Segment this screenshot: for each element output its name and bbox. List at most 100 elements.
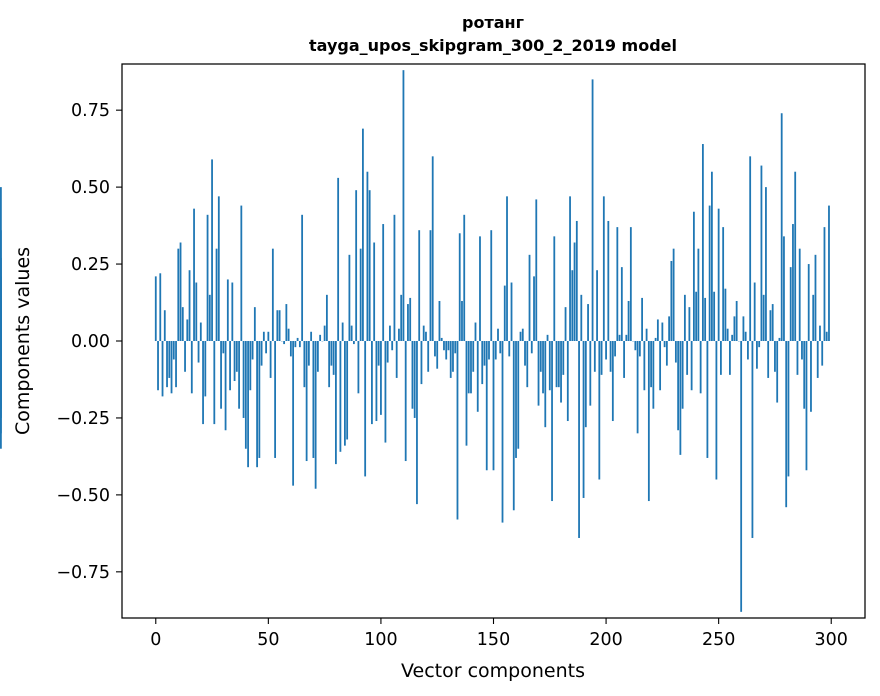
bar [253, 307, 256, 341]
bar [501, 341, 504, 523]
bar [0, 341, 2, 449]
bar [753, 282, 756, 341]
x-axis-ticks: 0 50 100 150 200 250 300 [150, 618, 848, 650]
y-tick-label: −0.75 [56, 563, 110, 583]
bar [472, 341, 475, 372]
bar [744, 331, 747, 341]
bar [508, 341, 511, 357]
bar [652, 341, 655, 409]
bar [301, 214, 304, 341]
bar [359, 248, 362, 341]
bar [474, 322, 477, 341]
bar [377, 341, 380, 366]
bar [674, 341, 677, 363]
bar [747, 341, 749, 360]
y-axis-label: Components values [12, 247, 34, 435]
bar [526, 341, 529, 388]
bar [695, 291, 698, 341]
bar [785, 341, 788, 508]
bar [154, 276, 157, 341]
bar [420, 341, 423, 385]
y-tick-label: 0.00 [71, 332, 110, 352]
bar [222, 341, 225, 354]
y-tick-label: −0.50 [56, 486, 110, 506]
bar [366, 171, 369, 341]
bar [429, 230, 432, 341]
bar [382, 224, 385, 341]
bar [362, 128, 364, 341]
bar [481, 341, 484, 385]
bar [355, 190, 358, 341]
bar [235, 341, 238, 372]
bar [199, 322, 202, 341]
bar [548, 341, 551, 391]
bar [521, 328, 524, 341]
bar [553, 236, 556, 341]
bar [339, 341, 342, 452]
y-axis-ticks: −0.75 −0.50 −0.25 0.00 0.25 0.50 0.75 [56, 101, 122, 583]
bar [643, 341, 646, 391]
bar [551, 341, 553, 502]
bar [668, 316, 671, 341]
bar [539, 341, 542, 372]
bar [368, 190, 371, 341]
bar [402, 70, 405, 342]
bar [233, 341, 236, 382]
bar [276, 310, 279, 341]
bar [575, 220, 578, 341]
bar [389, 325, 391, 341]
bar [371, 341, 373, 425]
bar [274, 341, 277, 458]
bar [798, 248, 801, 341]
bar [375, 341, 378, 422]
bar [289, 341, 292, 357]
bar [465, 341, 468, 446]
bar [726, 328, 729, 341]
bar [260, 341, 263, 366]
bar [618, 334, 621, 341]
bar [665, 341, 668, 366]
bar [796, 341, 799, 375]
bar [330, 341, 333, 366]
bar [587, 304, 589, 341]
bar [825, 331, 828, 341]
bar [499, 341, 502, 354]
x-tick-label: 300 [815, 630, 848, 650]
bar [325, 294, 328, 341]
bar [188, 270, 191, 341]
bar [427, 341, 430, 372]
bar [605, 341, 607, 360]
bar [683, 294, 686, 341]
bar [616, 227, 619, 341]
bar [634, 341, 637, 351]
bar [810, 341, 812, 412]
bar [384, 341, 387, 443]
bar [323, 325, 326, 341]
bar [776, 341, 779, 403]
bar [256, 341, 258, 468]
bar [172, 341, 175, 360]
bar [332, 341, 335, 375]
bar [751, 341, 754, 538]
bar [701, 144, 704, 341]
bar [801, 341, 803, 360]
bar [717, 208, 720, 341]
bar [211, 159, 213, 341]
bar [307, 341, 310, 366]
y-tick-label: 0.25 [71, 255, 110, 275]
bar [440, 337, 443, 341]
bar [328, 341, 331, 388]
bar [512, 341, 515, 511]
bar [819, 325, 821, 341]
bar [181, 307, 184, 341]
bar [492, 341, 495, 471]
bar [436, 341, 439, 369]
bar [215, 248, 218, 341]
bar [537, 341, 540, 406]
bar [609, 341, 612, 372]
bar [452, 341, 454, 372]
bar [208, 294, 211, 341]
bars-group [0, 70, 830, 612]
bar [756, 341, 758, 369]
bar [357, 341, 360, 394]
